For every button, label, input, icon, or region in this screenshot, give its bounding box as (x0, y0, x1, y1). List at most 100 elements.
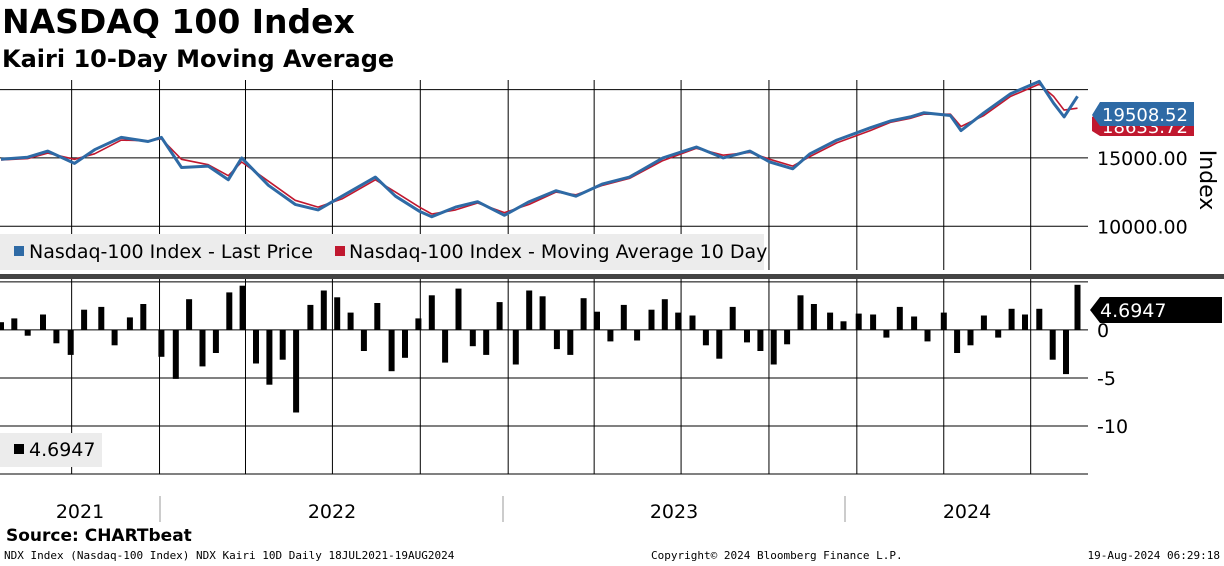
kairi-bar-44 (607, 329, 614, 342)
kairi-bar-35 (483, 329, 490, 355)
legend-label-moving-average: Nasdaq-100 Index - Moving Average 10 Day (349, 241, 767, 263)
kairi-bar-56 (770, 329, 777, 365)
kairi-bar-63 (870, 314, 877, 330)
kairi-bar-72 (995, 329, 1002, 338)
x-tick-2023: 2023 (650, 501, 698, 523)
kairi-bar-38 (526, 290, 533, 330)
kairi-bar-26 (360, 329, 367, 351)
lower-y-axis-ticks: 0 -5 -10 (1097, 320, 1128, 438)
lower-panel-series (0, 284, 1081, 413)
kairi-bar-16 (226, 292, 233, 330)
kairi-bar-51 (702, 329, 709, 346)
kairi-bar-3 (40, 314, 46, 330)
kairi-bar-50 (689, 315, 696, 330)
kairi-bar-9 (126, 317, 133, 330)
footer-copyright: Copyright© 2024 Bloomberg Finance L.P. (651, 549, 903, 562)
kairi-bar-21 (293, 329, 300, 413)
source-note: Source: CHARTbeat (6, 526, 192, 546)
kairi-bar-19 (266, 329, 273, 385)
kairi-bar-48 (661, 299, 668, 330)
upper-ytick-0: 10000.00 (1097, 216, 1188, 238)
kairi-bar-77 (1063, 329, 1069, 375)
kairi-bar-28 (388, 329, 395, 372)
kairi-bar-15 (212, 329, 219, 353)
kairi-bar-30 (415, 318, 422, 330)
kairi-bar-31 (428, 295, 435, 330)
kairi-bar-2 (24, 329, 31, 336)
kairi-bar-52 (716, 329, 723, 359)
kairi-bar-23 (320, 290, 327, 330)
kairi-bar-43 (594, 311, 600, 330)
kairi-bar-60 (827, 312, 834, 330)
kairi-bar-47 (648, 309, 655, 330)
kairi-bar-78 (1074, 284, 1081, 330)
kairi-bar-37 (512, 329, 519, 365)
kairi-bar-22 (307, 304, 314, 330)
upper-legend: Nasdaq-100 Index - Last Price Nasdaq-100… (0, 234, 767, 270)
kairi-bar-64 (883, 329, 890, 338)
upper-legend-box (0, 234, 764, 270)
kairi-bar-39 (539, 296, 546, 330)
chart-title: NASDAQ 100 Index (2, 2, 355, 41)
kairi-bar-36 (496, 302, 503, 330)
kairi-bar-4 (53, 329, 60, 344)
kairi-bar-40 (553, 329, 560, 350)
x-axis: 2021 2022 2023 2024 (0, 473, 1088, 523)
kairi-bar-74 (1022, 314, 1028, 330)
kairi-bar-27 (374, 303, 381, 330)
kairi-bar-53 (729, 306, 736, 330)
lower-ytick-1: -5 (1097, 368, 1116, 390)
kairi-bar-32 (442, 329, 449, 363)
price-last-value-tag (1092, 102, 1194, 126)
kairi-bar-25 (347, 312, 354, 330)
kairi-bar-0 (0, 322, 4, 330)
kairi-bar-24 (334, 297, 341, 330)
kairi-bar-41 (567, 329, 574, 355)
kairi-bar-70 (967, 329, 974, 346)
kairi-bar-10 (140, 304, 147, 330)
lower-legend: 4.6947 (0, 433, 102, 467)
kairi-bar-46 (634, 329, 641, 341)
upper-ytick-1: 15000.00 (1097, 148, 1188, 170)
kairi-bar-12 (172, 329, 179, 379)
legend-swatch-last-price (14, 246, 24, 256)
kairi-bar-73 (1008, 308, 1015, 330)
kairi-bar-49 (675, 312, 682, 330)
kairi-bar-5 (67, 329, 74, 355)
kairi-bar-71 (980, 315, 987, 330)
kairi-bar-11 (158, 329, 165, 357)
kairi-bar-58 (797, 295, 804, 330)
kairi-bar-34 (469, 329, 476, 347)
kairi-bar-13 (186, 299, 193, 330)
legend-swatch-kairi (14, 444, 24, 454)
legend-swatch-moving-average (335, 246, 345, 256)
kairi-bar-18 (253, 329, 259, 364)
upper-y-axis-ticks: 10000.00 15000.00 (1097, 148, 1188, 238)
kairi-bar-7 (98, 306, 105, 330)
footer-timestamp: 19-Aug-2024 06:29:18 (1087, 549, 1220, 562)
price-last-value-text: 19508.52 (1102, 105, 1188, 126)
kairi-bar-33 (455, 288, 462, 330)
kairi-bar-17 (239, 285, 246, 330)
kairi-bar-42 (580, 298, 587, 330)
kairi-bar-59 (810, 304, 817, 330)
series-moving-average-line (0, 83, 1078, 215)
kairi-bar-6 (81, 309, 88, 330)
kairi-bar-14 (199, 329, 206, 367)
kairi-bar-1 (11, 318, 18, 330)
x-tick-2021: 2021 (56, 501, 104, 523)
kairi-bar-20 (279, 329, 286, 360)
upper-panel-series (0, 79, 1079, 219)
kairi-bar-62 (855, 313, 862, 330)
kairi-bar-54 (744, 329, 750, 343)
last-value-tags: 18633.72 19508.52 4.6947 (1090, 102, 1222, 323)
kairi-bar-55 (757, 329, 764, 351)
kairi-last-value-tag (1090, 297, 1222, 323)
legend-label-kairi: 4.6947 (29, 439, 95, 461)
kairi-bar-67 (924, 329, 931, 342)
kairi-bar-69 (954, 329, 961, 353)
kairi-bar-61 (840, 321, 847, 330)
x-tick-2022: 2022 (308, 501, 356, 523)
kairi-bar-65 (896, 306, 903, 330)
